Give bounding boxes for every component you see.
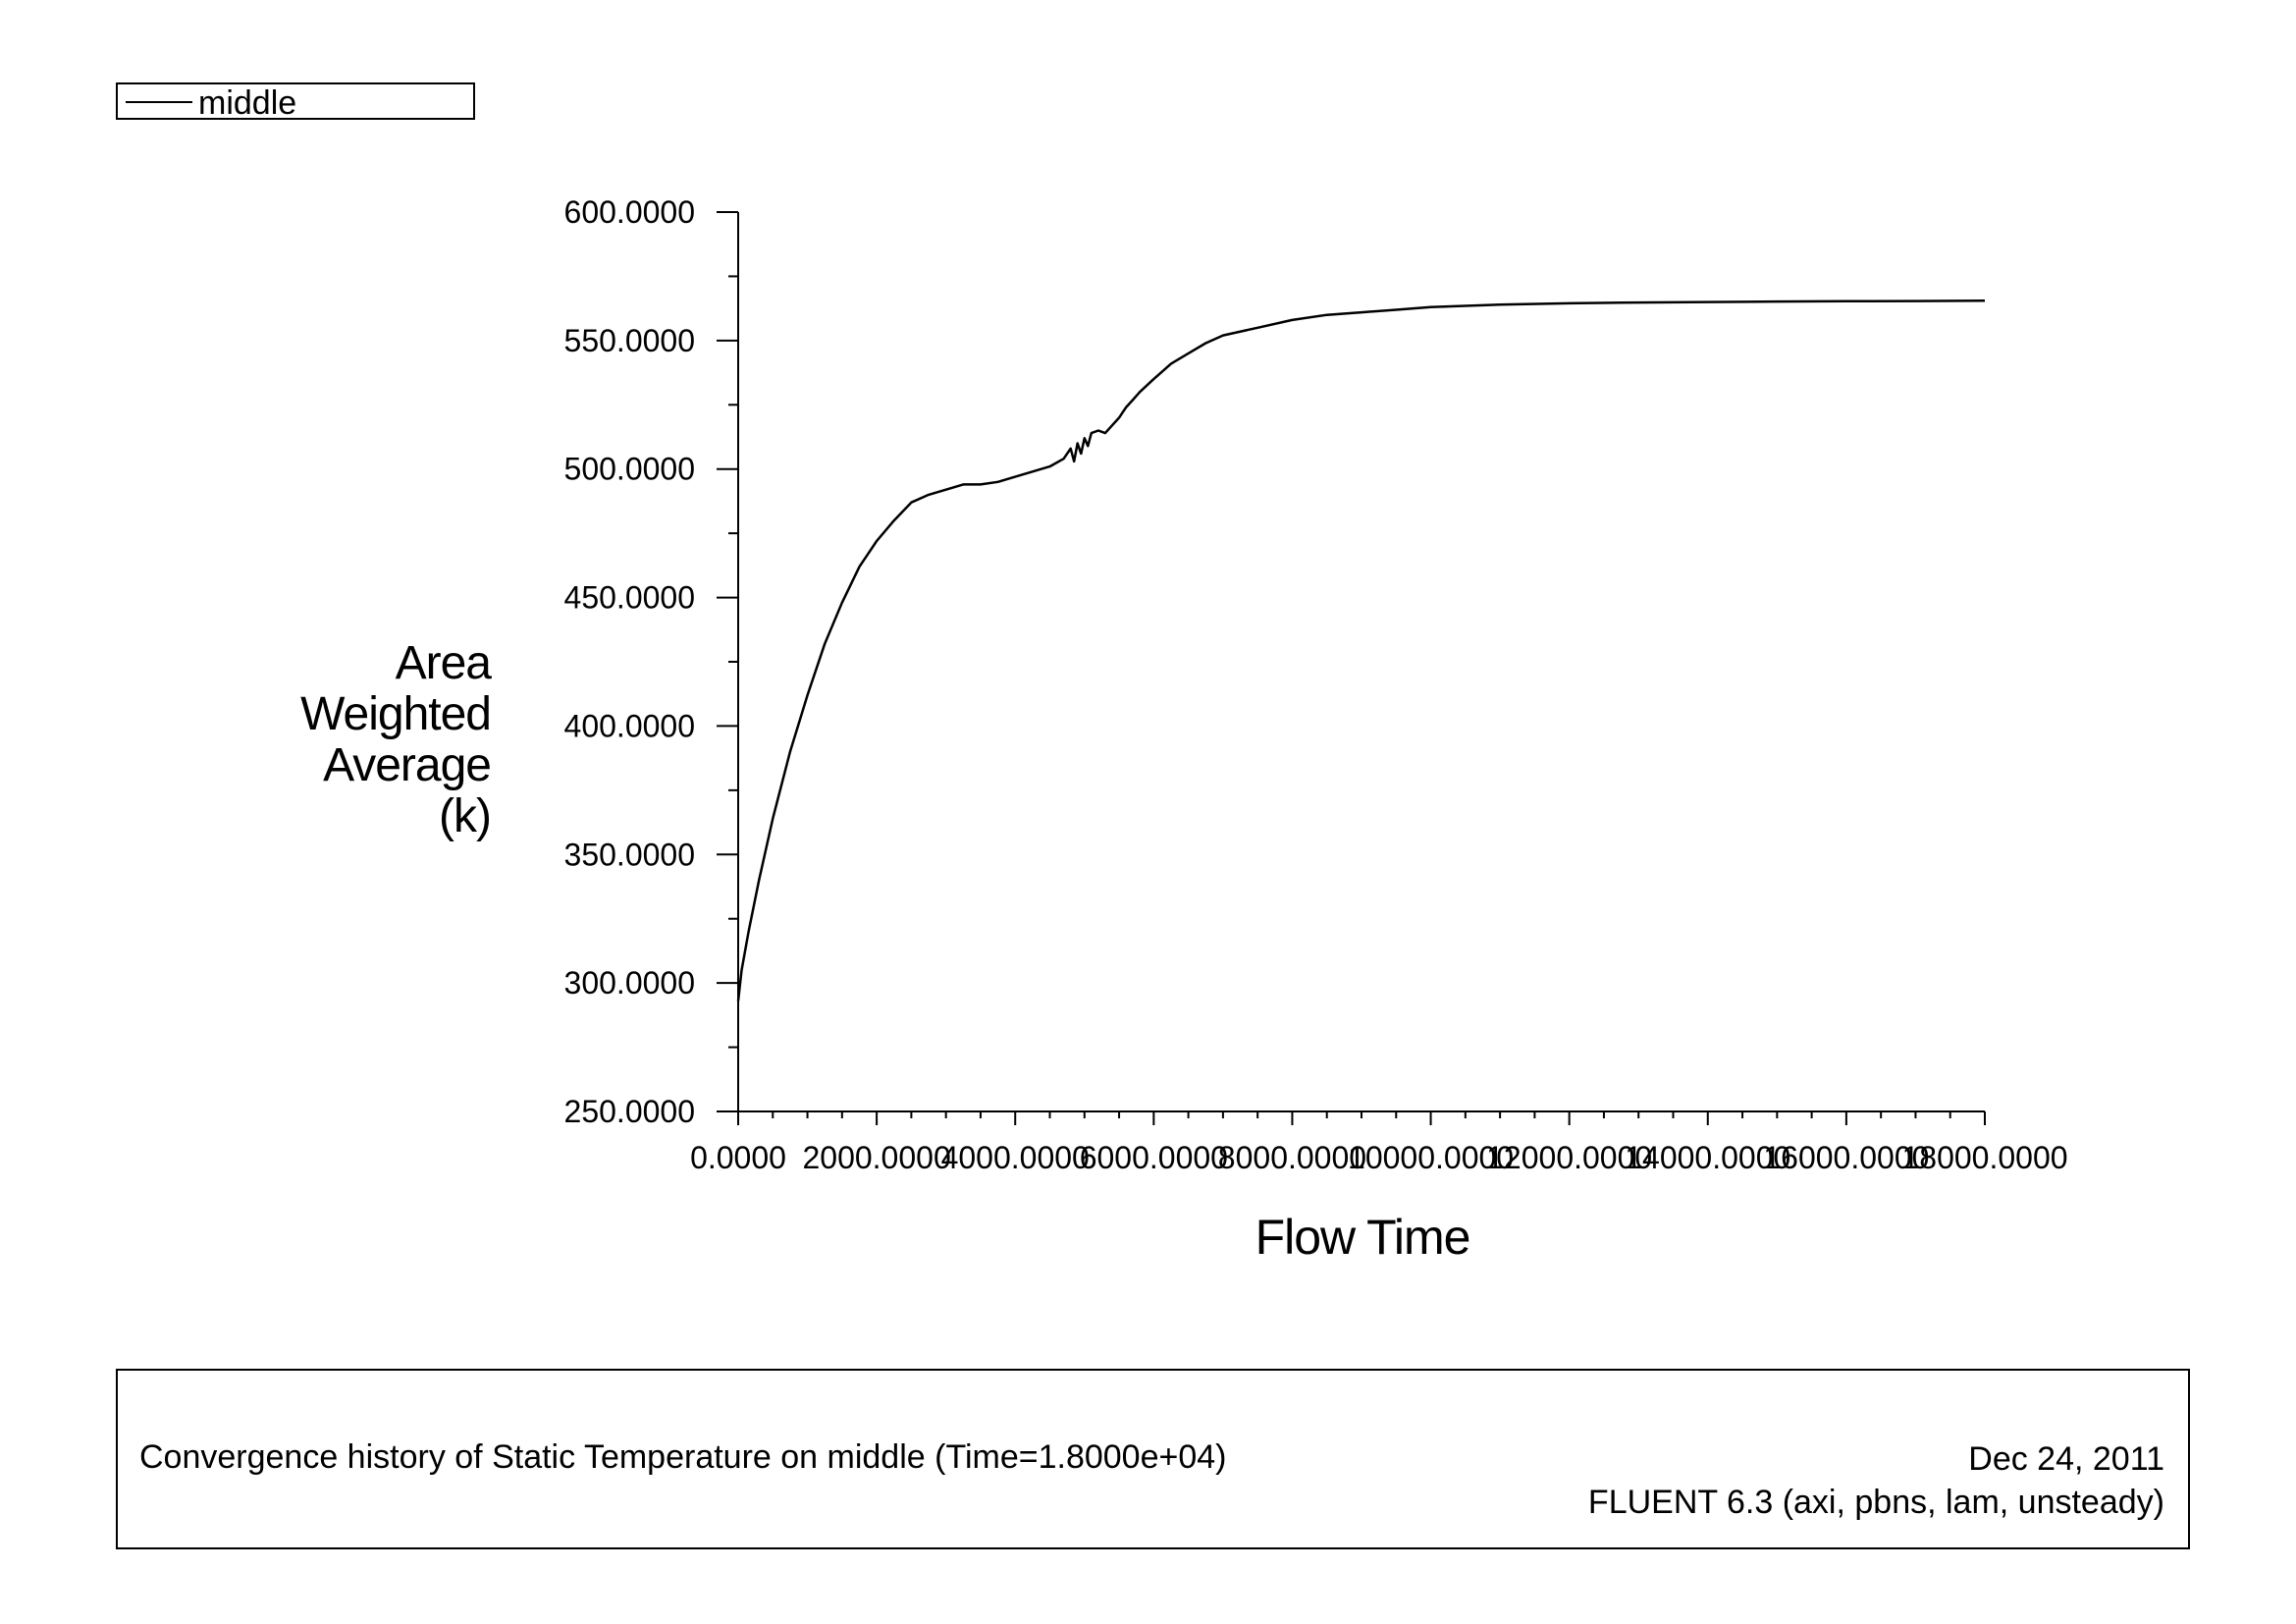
- y-axis-label-line: (k): [439, 790, 492, 842]
- x-tick-label: 12000.0000: [1486, 1140, 1652, 1175]
- x-tick-label: 4000.0000: [941, 1140, 1090, 1175]
- y-axis-label-line: Area: [395, 637, 492, 689]
- x-tick-label: 10000.0000: [1348, 1140, 1514, 1175]
- legend-line-middle: [126, 101, 192, 103]
- y-axis-label-line: Weighted: [300, 688, 492, 740]
- x-tick-label: 8000.0000: [1218, 1140, 1366, 1175]
- series-layer: [736, 299, 1986, 1001]
- x-tick-label: 2000.0000: [802, 1140, 950, 1175]
- y-tick-label: 600.0000: [564, 194, 695, 230]
- footer-meta: Dec 24, 2011 FLUENT 6.3 (axi, pbns, lam,…: [1588, 1437, 2164, 1524]
- x-tick-label: 14000.0000: [1625, 1140, 1790, 1175]
- x-tick-label: 18000.0000: [1901, 1140, 2067, 1175]
- x-tick-label: 6000.0000: [1080, 1140, 1228, 1175]
- series-line-middle: [736, 299, 1986, 1001]
- x-tick-label: 16000.0000: [1763, 1140, 1929, 1175]
- y-tick-label: 300.0000: [564, 965, 695, 1001]
- y-tick-label: 550.0000: [564, 323, 695, 358]
- ticks: 250.0000 300.0000 350.0000 400.0000 450.0000…: [564, 194, 2068, 1175]
- y-axis-label-line: Average: [323, 739, 492, 791]
- y-tick-label: 250.0000: [564, 1094, 695, 1129]
- axes: [737, 212, 1985, 1112]
- x-tick-label: 0.0000: [690, 1140, 786, 1175]
- footer-software: FLUENT 6.3 (axi, pbns, lam, unsteady): [1587, 1484, 2164, 1521]
- y-tick-label: 500.0000: [564, 452, 695, 487]
- y-tick-label: 400.0000: [564, 708, 695, 743]
- footer-info-box: Convergence history of Static Temperatur…: [116, 1369, 2190, 1549]
- legend-label-middle: middle: [198, 84, 297, 122]
- y-tick-label: 450.0000: [564, 580, 695, 616]
- y-tick-label: 350.0000: [564, 837, 695, 872]
- chart-caption: Convergence history of Static Temperatur…: [139, 1438, 1227, 1476]
- x-axis-label: Flow Time: [1255, 1210, 1471, 1265]
- y-axis-label: Area Weighted Average (k): [236, 637, 492, 842]
- legend: middle: [116, 82, 475, 122]
- footer-date: Dec 24, 2011: [1968, 1440, 2164, 1478]
